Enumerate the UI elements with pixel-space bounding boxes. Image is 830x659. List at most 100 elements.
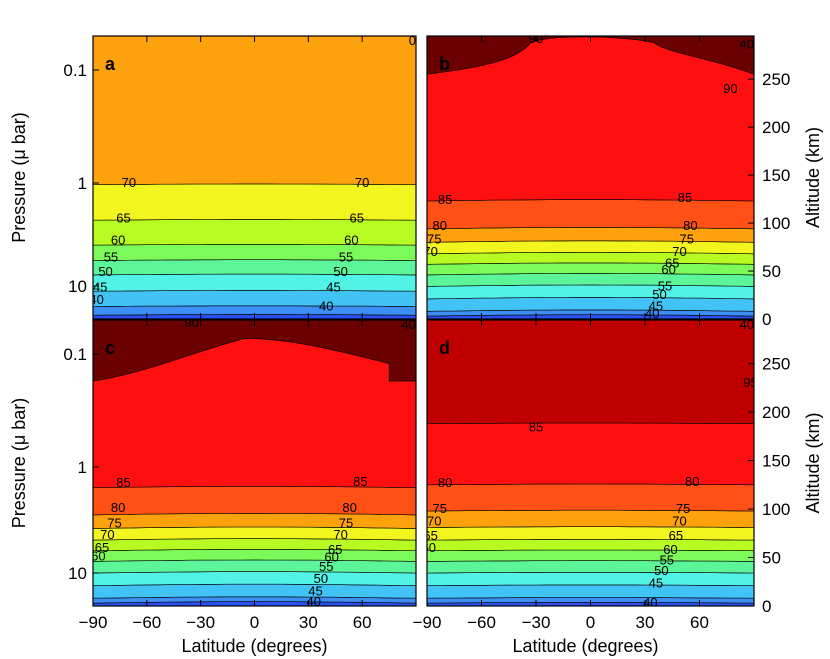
altitude-tick-b-4: 200	[762, 118, 790, 137]
pressure-tick-c-0: 0.1	[63, 345, 87, 364]
contour-label-a-4: 60	[111, 232, 125, 247]
panel-label-a: a	[105, 54, 116, 74]
contour-band-c-70	[93, 526, 416, 541]
contour-label-a-1: 70	[355, 175, 369, 190]
altitude-tick-b-3: 150	[762, 166, 790, 185]
contour-label-b-11: 60	[661, 262, 675, 277]
x-tick-c-4: 30	[299, 613, 318, 632]
altitude-axis-label-b: Altitude (km)	[803, 127, 823, 228]
contour-label-c-1: 85	[116, 475, 130, 490]
contour-label-d-8: 65	[669, 528, 683, 543]
contour-label-c-4: 80	[342, 500, 356, 515]
contour-label-c-3: 80	[111, 500, 125, 515]
contour-label-a-6: 55	[104, 250, 118, 265]
contour-band-b-65	[427, 252, 754, 265]
contour-label-c-0: 90	[184, 315, 198, 330]
x-tick-c-0: −90	[79, 613, 108, 632]
contour-label-d-5: 70	[427, 514, 441, 529]
x-tick-c-2: −30	[186, 613, 215, 632]
contour-label-b-16: 405	[740, 37, 762, 52]
contour-label-c-10: 65	[328, 542, 342, 557]
altitude-tick-d-0: 0	[762, 597, 771, 616]
contour-label-b-9: 70	[672, 244, 686, 259]
x-axis-label-c: Latitude (degrees)	[181, 636, 327, 656]
altitude-tick-b-2: 100	[762, 214, 790, 233]
altitude-tick-d-2: 100	[762, 500, 790, 519]
contour-label-a-13: 40	[319, 299, 333, 314]
contour-label-d-1: 80	[438, 475, 452, 490]
contour-band-c-65	[93, 538, 416, 552]
contour-label-a-11: 45	[326, 279, 340, 294]
contour-label-d-13: 45	[649, 576, 663, 591]
contour-band-c-60	[93, 549, 416, 562]
x-tick-d-3: 0	[586, 613, 595, 632]
x-tick-c-1: −60	[132, 613, 161, 632]
altitude-tick-d-5: 250	[762, 355, 790, 374]
x-tick-d-1: −60	[467, 613, 496, 632]
contour-label-a-7: 55	[339, 250, 353, 265]
contour-band-b-60	[427, 262, 754, 276]
contour-band-b-85	[427, 36, 754, 202]
pressure-tick-a-0: 0.1	[63, 61, 87, 80]
contour-band-d-75	[427, 509, 754, 528]
contour-band-a-55	[93, 259, 416, 276]
altitude-tick-b-1: 50	[762, 262, 781, 281]
contour-band-b-45	[427, 297, 754, 312]
contour-band-c-50	[93, 571, 416, 586]
x-tick-d-2: −30	[522, 613, 551, 632]
contour-label-a-0: 70	[122, 175, 136, 190]
contour-label-c-9: 65	[95, 540, 109, 555]
contour-band-a-50	[93, 273, 416, 292]
contour-band-c-80	[93, 486, 416, 516]
contour-label-d-15: 405	[740, 317, 762, 332]
contour-label-d-6: 70	[672, 514, 686, 529]
panel-label-d: d	[439, 338, 450, 358]
contour-label-a-5: 60	[344, 232, 358, 247]
contour-label-d-7: 65	[423, 528, 437, 543]
contour-label-c-7: 70	[100, 527, 114, 542]
contour-label-c-11: 60	[91, 549, 105, 564]
pressure-axis-label-a: Pressure (μ bar)	[9, 112, 29, 242]
x-tick-c-5: 60	[353, 613, 372, 632]
contour-band-d-65	[427, 539, 754, 552]
contour-label-a-10: 45	[93, 279, 107, 294]
contour-label-b-8: 70	[423, 244, 437, 259]
contour-label-c-15: 45	[308, 583, 322, 598]
contour-label-d-2: 80	[685, 474, 699, 489]
contour-band-a-45	[93, 290, 416, 307]
contour-label-a-9: 50	[333, 264, 347, 279]
contour-label-b-13: 50	[652, 287, 666, 302]
x-tick-c-3: 0	[250, 613, 259, 632]
x-tick-d-5: 60	[690, 613, 709, 632]
contour-label-d-16: 95	[743, 375, 757, 390]
contour-label-c-2: 85	[353, 474, 367, 489]
contour-label-b-15: 40	[645, 306, 659, 321]
contour-label-b-3: 85	[678, 190, 692, 205]
contour-band-b-50	[427, 284, 754, 300]
contour-band-d-55	[427, 560, 754, 574]
contour-label-d-11: 55	[660, 552, 674, 567]
contour-band-a-65	[93, 219, 416, 246]
pressure-tick-c-1: 1	[78, 458, 87, 477]
contour-band-a-60	[93, 244, 416, 261]
contour-band-b-75	[427, 227, 754, 243]
contour-label-b-5: 80	[683, 218, 697, 233]
contour-label-c-16: 40	[306, 594, 320, 609]
contour-label-a-8: 50	[98, 264, 112, 279]
altitude-tick-b-5: 250	[762, 70, 790, 89]
contour-band-a-75	[93, 36, 416, 186]
contour-label-b-2: 85	[438, 192, 452, 207]
contour-band-c-85	[93, 320, 416, 489]
contour-band-d-70	[427, 526, 754, 541]
contour-label-b-1: 90	[723, 81, 737, 96]
contour-label-a-14: 0	[409, 33, 416, 48]
contour-label-c-12: 60	[324, 550, 338, 565]
contour-band-d-45	[427, 584, 754, 599]
contour-label-d-4: 75	[676, 501, 690, 516]
pressure-tick-c-2: 10	[68, 564, 87, 583]
contour-band-c-45	[93, 583, 416, 599]
contour-label-c-13: 55	[319, 559, 333, 574]
altitude-tick-b-0: 0	[762, 310, 771, 329]
